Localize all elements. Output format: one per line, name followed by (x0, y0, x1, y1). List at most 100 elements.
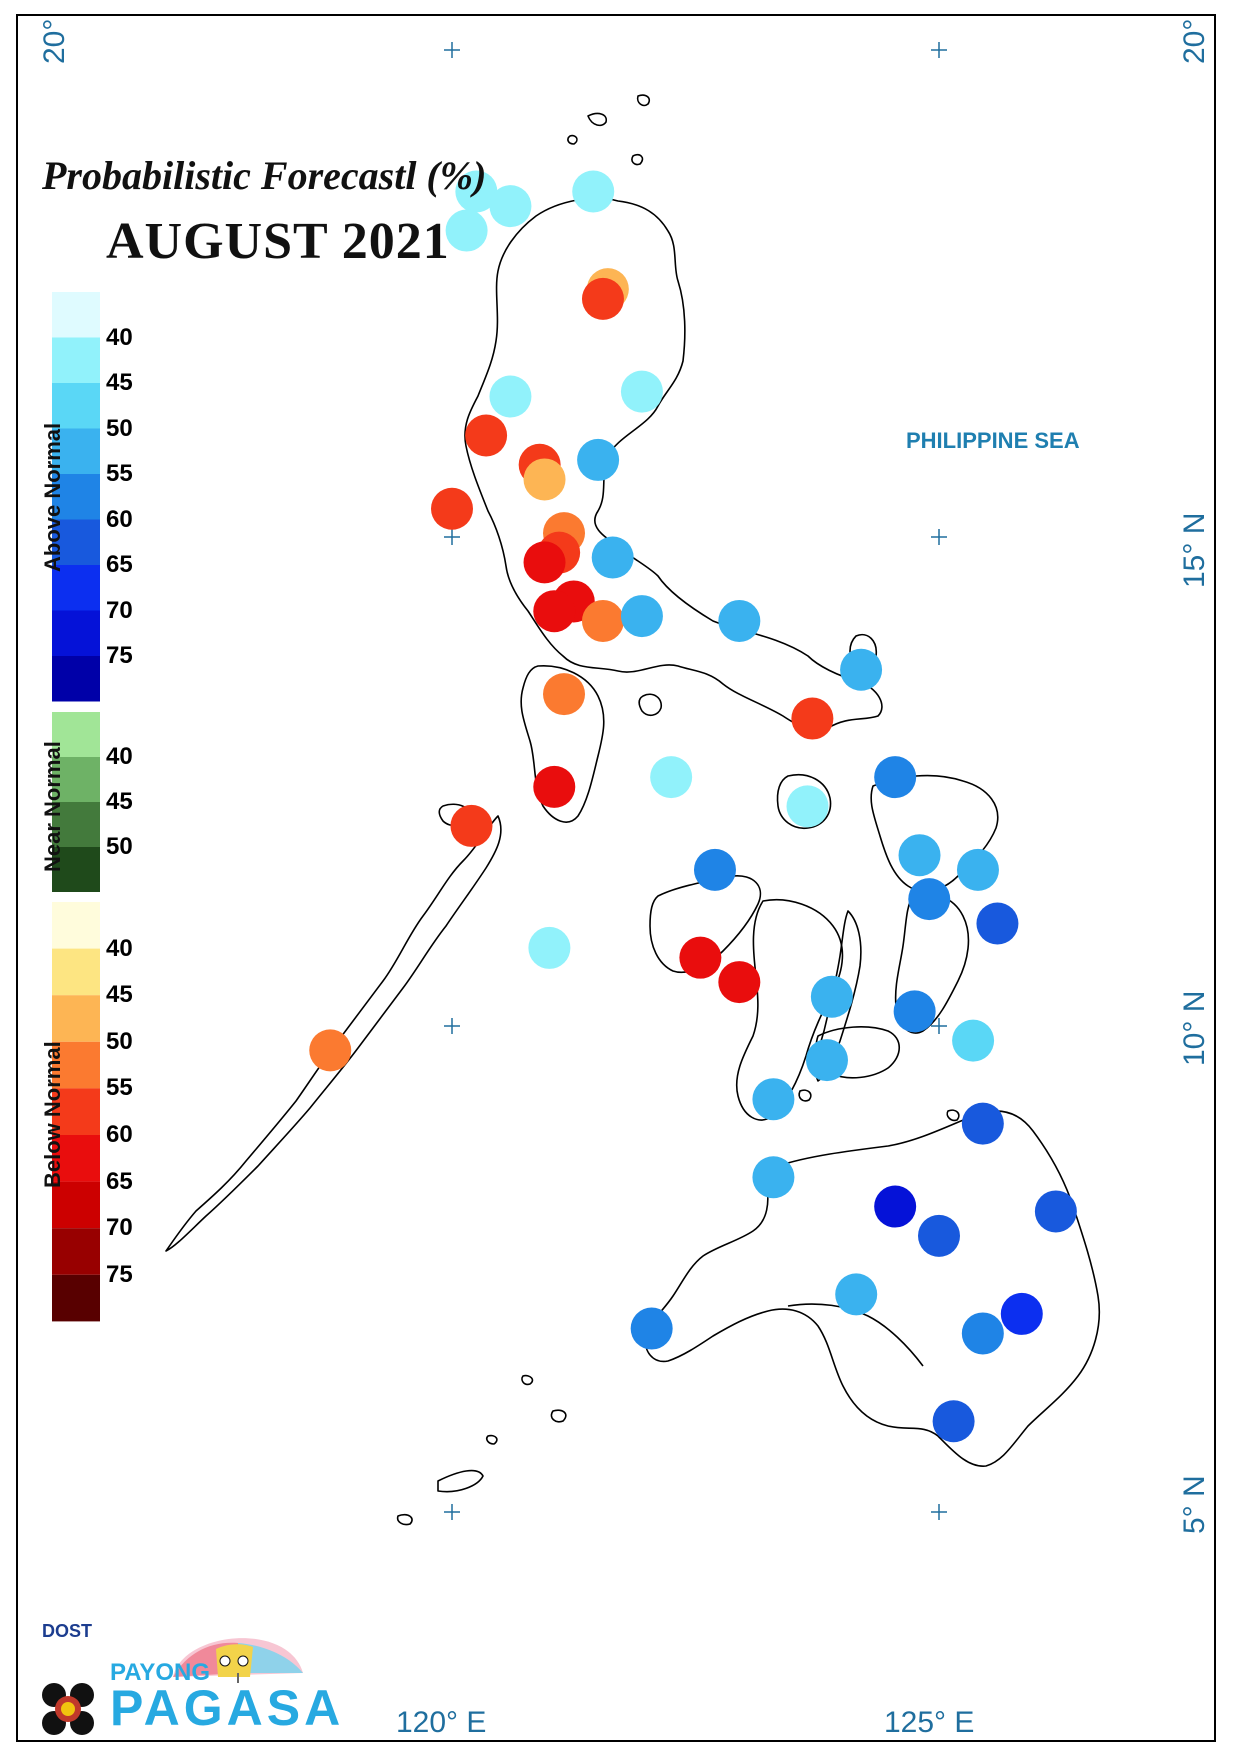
legend-colorbar (52, 292, 100, 1322)
legend-swatch-below (52, 902, 100, 949)
station-marker (450, 804, 493, 847)
legend-swatch-near (52, 847, 100, 892)
station-marker (523, 458, 566, 501)
station-marker (752, 1078, 795, 1121)
station-marker (810, 975, 853, 1018)
legend-swatch-below (52, 1088, 100, 1135)
legend-tick-above: 70 (106, 596, 133, 624)
station-marker (961, 1312, 1004, 1355)
umbrella-icon (42, 1638, 303, 1735)
legend-swatch-below (52, 1274, 100, 1322)
station-marker (620, 595, 663, 638)
station-marker (693, 848, 736, 891)
station-marker (543, 673, 586, 716)
station-marker (533, 590, 576, 633)
station-marker (445, 209, 488, 252)
station-marker (874, 1185, 917, 1228)
philippines-coastline (165, 94, 1101, 1526)
station-marker (961, 1102, 1004, 1145)
lon-label-120e: 120° E (396, 1706, 487, 1739)
station-marker (309, 1029, 352, 1072)
legend-tick-below: 50 (106, 1027, 133, 1055)
lat-label-20n-right: 20° N (1178, 14, 1211, 64)
legend-swatch-above (52, 519, 100, 565)
station-marker (1000, 1292, 1043, 1335)
station-marker (650, 756, 693, 799)
legend-swatch-above (52, 292, 100, 338)
legend-swatch-below (52, 1135, 100, 1182)
station-marker (918, 1214, 960, 1257)
legend-swatch-below (52, 1041, 100, 1089)
station-marker (840, 648, 883, 691)
station-marker (835, 1273, 878, 1316)
legend-label-above: Above Normal (40, 422, 65, 572)
legend-tick-below: 75 (106, 1260, 133, 1288)
station-marker (523, 541, 566, 584)
legend-tick-above: 40 (106, 323, 133, 351)
legend-swatch-below (52, 995, 100, 1042)
legend-swatch-above (52, 565, 100, 611)
legend-swatch-above (52, 610, 100, 656)
legend-tick-near: 40 (106, 743, 133, 770)
station-marker (572, 170, 615, 213)
legend-swatch-near (52, 802, 100, 847)
legend-swatch-below (52, 1228, 100, 1275)
dost-wordmark: DOST (42, 1621, 93, 1641)
map-frame: Probabilistic Forecastl (%) AUGUST 2021 … (16, 14, 1216, 1742)
station-marker (431, 487, 473, 530)
legend-tick-near: 45 (106, 788, 133, 815)
map-canvas (52, 42, 1101, 1526)
station-marker (786, 785, 829, 828)
legend-swatch-above (52, 474, 100, 520)
station-marker (893, 990, 936, 1033)
station-marker (956, 848, 999, 891)
station-marker (752, 1156, 795, 1199)
legend-tick-above: 60 (106, 505, 133, 533)
station-marker (718, 599, 761, 642)
legend-swatch-below (52, 1181, 100, 1229)
station-marker (489, 375, 532, 418)
station-marker (898, 834, 941, 877)
legend-swatch-above (52, 656, 100, 702)
station-marker (908, 878, 951, 921)
station-marker (791, 697, 834, 740)
station-marker (679, 936, 722, 979)
legend-tick-above: 75 (106, 642, 133, 669)
pagasa-wordmark: PAGASA (110, 1680, 345, 1736)
legend-tick-below: 65 (106, 1167, 133, 1195)
sea-label: PHILIPPINE SEA (906, 428, 1080, 453)
legend-tick-below: 40 (106, 934, 133, 962)
legend-label-below: Below Normal (40, 1041, 65, 1188)
station-markers (309, 170, 1077, 1443)
legend-tick-below: 60 (106, 1121, 133, 1148)
station-marker (1034, 1190, 1077, 1233)
station-marker (465, 414, 508, 457)
station-marker (874, 756, 917, 799)
station-marker (620, 370, 663, 413)
legend-tick-above: 50 (106, 414, 133, 442)
station-marker (591, 536, 634, 579)
lon-label-125e: 125° E (884, 1706, 975, 1739)
lat-label-5n: 5° N (1178, 1475, 1211, 1534)
station-marker (489, 185, 532, 228)
map-subtitle: AUGUST 2021 (106, 213, 450, 270)
legend-swatch-above (52, 428, 100, 474)
legend-tick-above: 45 (106, 369, 133, 396)
station-marker (455, 170, 498, 213)
station-marker (805, 1039, 848, 1082)
legend-tick-above: 55 (106, 460, 133, 487)
station-marker (528, 926, 571, 969)
legend-swatch-above (52, 337, 100, 383)
legend-swatch-near (52, 712, 100, 757)
station-marker (581, 277, 624, 320)
station-marker (577, 438, 620, 481)
legend-tick-near: 50 (106, 833, 133, 860)
station-marker (932, 1400, 975, 1443)
lat-label-15n: 15° N (1178, 512, 1211, 588)
pagasa-logo: DOST PAYONG PAGASA The Weather and Clima… (38, 1621, 340, 1740)
legend-tick-below: 70 (106, 1214, 133, 1242)
payong-wordmark: PAYONG (110, 1659, 211, 1686)
dost-emblem (42, 1683, 94, 1735)
station-marker (533, 765, 576, 808)
lat-label-20n-left: 20° N (38, 14, 71, 64)
